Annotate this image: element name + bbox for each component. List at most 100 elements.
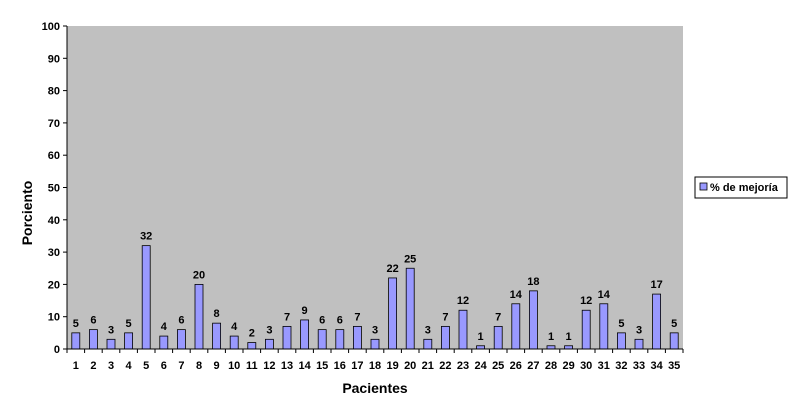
data-label-patient-25: 7: [495, 311, 501, 323]
data-label-patient-1: 5: [73, 318, 79, 330]
data-label-patient-11: 2: [249, 328, 255, 340]
bar-patient-14: [300, 319, 310, 350]
data-label-patient-28: 1: [548, 331, 554, 343]
data-label-patient-15: 6: [319, 315, 325, 327]
data-label-patient-9: 8: [214, 308, 220, 320]
bar-patient-34: [652, 293, 661, 350]
legend-swatch: [699, 182, 708, 191]
x-tick-label-12: 12: [263, 360, 275, 372]
bar-patient-19: [388, 277, 398, 350]
bar-patient-18: [370, 338, 380, 350]
bar-patient-30: [581, 309, 591, 350]
x-tick-label-11: 11: [246, 360, 258, 372]
y-tick-label: 20: [48, 279, 60, 291]
legend-label: % de mejoría: [710, 182, 779, 194]
data-label-patient-27: 18: [527, 276, 539, 288]
bar-patient-27: [529, 290, 538, 350]
x-tick-label-26: 26: [510, 360, 522, 372]
x-tick-label-9: 9: [214, 360, 220, 372]
bar-patient-16: [335, 329, 345, 350]
y-tick-label: 30: [48, 247, 60, 259]
data-label-patient-8: 20: [193, 269, 205, 281]
bar-patient-21: [423, 338, 433, 350]
data-label-patient-13: 7: [284, 311, 290, 323]
x-tick-label-19: 19: [386, 360, 398, 372]
plot-area: [67, 26, 683, 349]
x-tick-label-3: 3: [108, 360, 114, 372]
bar-patient-20: [405, 267, 415, 350]
bar-patient-9: [212, 322, 222, 350]
data-label-patient-18: 3: [372, 324, 378, 336]
bar-patient-33: [634, 338, 644, 350]
x-tick-label-7: 7: [178, 360, 184, 372]
data-label-patient-32: 5: [618, 318, 624, 330]
bar-patient-15: [317, 329, 327, 350]
x-tick-label-35: 35: [668, 360, 680, 372]
x-ticks-group: 1 2 3 4 5 6 7 8 9 10 11 12 13 14 15 16 17 18 19 20 21 22 23 24 2…: [66, 349, 684, 372]
x-tick-label-21: 21: [422, 360, 434, 372]
bar-patient-7: [176, 329, 186, 350]
x-tick-label-5: 5: [143, 360, 149, 372]
data-label-patient-23: 12: [457, 295, 469, 307]
bar-patient-11: [247, 342, 257, 350]
x-tick-label-4: 4: [126, 360, 133, 372]
data-label-patient-16: 6: [337, 315, 343, 327]
bar-patient-2: [89, 329, 98, 350]
data-label-patient-30: 12: [580, 295, 592, 307]
bar-patient-26: [511, 303, 521, 350]
x-tick-label-16: 16: [334, 360, 346, 372]
x-axis-title: Pacientes: [342, 380, 408, 396]
data-label-patient-21: 3: [425, 324, 431, 336]
data-label-patient-2: 6: [90, 315, 96, 327]
data-label-patient-7: 6: [178, 315, 184, 327]
y-tick-label: 10: [48, 312, 60, 324]
bar-patient-13: [282, 325, 292, 350]
data-label-patient-14: 9: [302, 305, 308, 317]
x-tick-label-17: 17: [351, 360, 363, 372]
data-label-patient-10: 4: [231, 321, 238, 333]
data-label-patient-22: 7: [442, 311, 448, 323]
legend: % de mejoría: [694, 176, 788, 199]
x-tick-label-33: 33: [633, 360, 645, 372]
bar-patient-5: [141, 245, 151, 350]
y-tick-label: 60: [48, 150, 60, 162]
bar-patient-22: [440, 325, 450, 350]
bar-patient-1: [71, 332, 81, 350]
x-tick-label-14: 14: [298, 360, 311, 372]
data-label-patient-34: 17: [650, 279, 662, 291]
bar-patient-23: [458, 309, 468, 350]
y-tick-label: 40: [48, 215, 60, 227]
data-label-patient-24: 1: [478, 331, 484, 343]
y-tick-label: 50: [48, 183, 60, 195]
data-label-patient-12: 3: [266, 324, 272, 336]
y-tick-label: 100: [42, 21, 60, 33]
x-tick-label-8: 8: [196, 360, 202, 372]
x-tick-label-13: 13: [281, 360, 293, 372]
data-label-patient-20: 25: [404, 253, 416, 265]
bar-patient-8: [194, 283, 204, 350]
x-tick-label-32: 32: [615, 360, 627, 372]
y-tick-label: 90: [48, 53, 60, 65]
y-tick-label: 70: [48, 118, 60, 130]
x-tick-label-31: 31: [598, 360, 610, 372]
y-axis-title: Porciento: [19, 181, 35, 246]
bar-patient-4: [124, 332, 133, 350]
bar-patient-25: [493, 325, 503, 350]
bar-patient-10: [229, 335, 239, 350]
x-tick-label-10: 10: [228, 360, 240, 372]
data-label-patient-31: 14: [598, 289, 611, 301]
x-tick-label-25: 25: [492, 360, 504, 372]
x-tick-label-24: 24: [474, 360, 487, 372]
x-tick-label-15: 15: [316, 360, 328, 372]
data-label-patient-6: 4: [161, 321, 168, 333]
bar-patient-32: [617, 332, 626, 350]
x-tick-label-34: 34: [650, 360, 663, 372]
data-label-patient-35: 5: [671, 318, 677, 330]
y-tick-label: 0: [54, 344, 60, 356]
data-label-patient-17: 7: [354, 311, 360, 323]
data-label-patient-33: 3: [636, 324, 642, 336]
y-tick-label: 80: [48, 86, 60, 98]
x-tick-label-2: 2: [90, 360, 96, 372]
